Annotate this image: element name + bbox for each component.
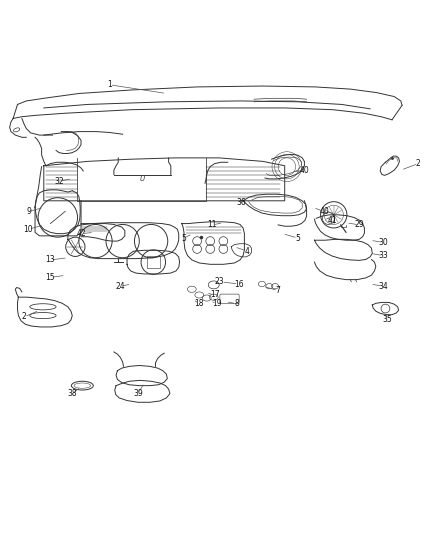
- Text: U: U: [140, 176, 145, 182]
- Text: 23: 23: [214, 277, 224, 286]
- Text: 24: 24: [116, 282, 125, 290]
- Text: 10: 10: [24, 225, 33, 234]
- Text: 40: 40: [300, 166, 309, 175]
- Text: 38: 38: [67, 389, 77, 398]
- Text: 15: 15: [46, 273, 55, 282]
- Text: 36: 36: [236, 198, 246, 207]
- Text: 4: 4: [245, 247, 250, 256]
- Text: 7: 7: [276, 286, 281, 295]
- Text: 11: 11: [208, 220, 217, 229]
- Text: 13: 13: [46, 255, 55, 264]
- Text: 34: 34: [378, 282, 388, 290]
- Text: 35: 35: [383, 314, 392, 324]
- Bar: [147, 256, 160, 268]
- Text: 32: 32: [54, 176, 64, 185]
- Text: 42: 42: [76, 229, 86, 238]
- Text: 8: 8: [234, 299, 239, 308]
- Text: 19: 19: [212, 299, 222, 308]
- Text: 2: 2: [416, 159, 420, 168]
- Text: 9: 9: [26, 207, 31, 216]
- Text: 30: 30: [378, 238, 388, 247]
- Text: 16: 16: [234, 279, 244, 288]
- Text: 1: 1: [107, 80, 112, 89]
- Text: 5: 5: [295, 233, 300, 243]
- Text: 40: 40: [319, 207, 329, 216]
- Text: 17: 17: [210, 290, 219, 300]
- Text: 18: 18: [194, 299, 204, 308]
- Text: 41: 41: [328, 216, 338, 225]
- Text: 2: 2: [22, 312, 26, 321]
- Text: 5: 5: [181, 233, 187, 243]
- Text: 39: 39: [133, 389, 143, 398]
- Text: 29: 29: [354, 220, 364, 229]
- Text: 33: 33: [378, 251, 388, 260]
